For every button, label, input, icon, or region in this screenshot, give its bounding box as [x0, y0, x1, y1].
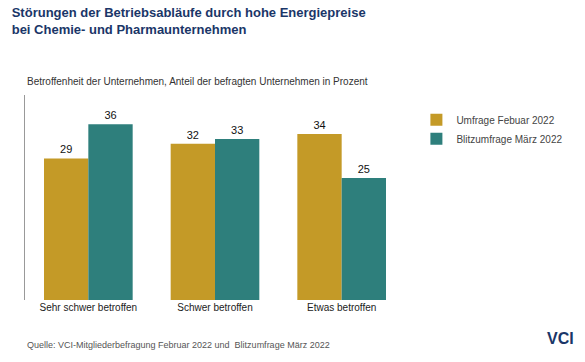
svg-text:32: 32 [187, 129, 199, 141]
svg-text:Umfrage Febuar 2022: Umfrage Febuar 2022 [456, 115, 554, 126]
svg-text:25: 25 [358, 163, 370, 175]
svg-text:33: 33 [231, 124, 243, 136]
svg-text:Schwer betroffen: Schwer betroffen [177, 302, 252, 313]
svg-text:VCI: VCI [547, 330, 574, 347]
svg-text:Etwas betroffen: Etwas betroffen [307, 302, 376, 313]
svg-text:29: 29 [60, 143, 72, 155]
svg-text:36: 36 [104, 109, 116, 121]
svg-text:Störungen der Betriebsabläufe: Störungen der Betriebsabläufe durch hohe… [12, 5, 366, 37]
svg-text:34: 34 [313, 119, 325, 131]
svg-text:Betroffenheit der Unternehmen,: Betroffenheit der Unternehmen, Anteil de… [27, 76, 368, 87]
svg-text:Quelle: VCI-Mitgliederbefragun: Quelle: VCI-Mitgliederbefragung Februar … [27, 340, 330, 350]
svg-text:Sehr schwer betroffen: Sehr schwer betroffen [40, 302, 138, 313]
svg-text:Blitzumfrage März 2022: Blitzumfrage März 2022 [456, 134, 562, 145]
